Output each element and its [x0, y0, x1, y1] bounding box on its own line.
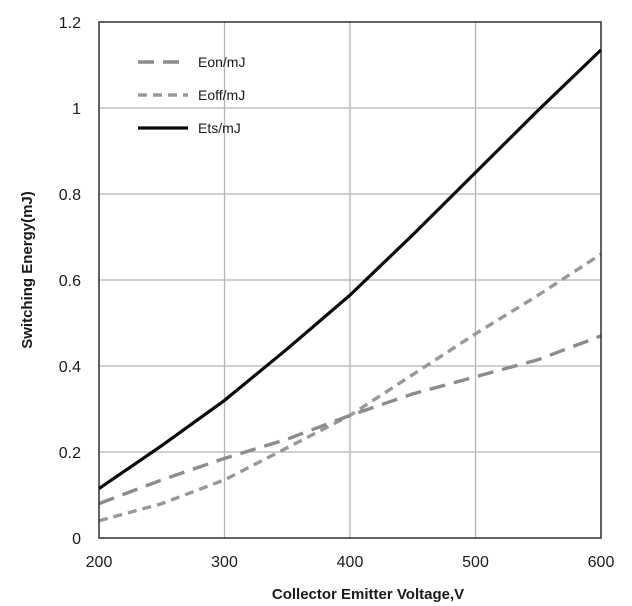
x-tick-label: 600	[588, 554, 615, 571]
y-tick-label: 0	[72, 531, 81, 548]
y-axis-ticks: 0 0.2 0.4 0.6 0.8 1 1.2	[59, 15, 81, 548]
x-tick-label: 200	[86, 554, 113, 571]
y-tick-label: 1.2	[59, 15, 81, 32]
y-axis-title: Switching Energy(mJ)	[19, 191, 36, 349]
x-axis-title: Collector Emitter Voltage,V	[272, 586, 464, 603]
x-tick-label: 400	[337, 554, 364, 571]
y-tick-label: 1	[72, 101, 81, 118]
series-line-eoff	[98, 252, 602, 523]
legend-label: Ets/mJ	[198, 120, 241, 136]
legend: Eon/mJ Eoff/mJ Ets/mJ	[138, 54, 245, 136]
legend-label: Eon/mJ	[198, 54, 245, 70]
legend-label: Eoff/mJ	[198, 87, 245, 103]
y-tick-label: 0.8	[59, 187, 81, 204]
y-tick-label: 0.2	[59, 445, 81, 462]
series-line-ets	[98, 48, 603, 490]
x-tick-label: 300	[211, 554, 238, 571]
grid	[98, 21, 602, 539]
x-axis-ticks: 200 300 400 500 600	[86, 554, 615, 571]
legend-item-eoff: Eoff/mJ	[138, 87, 245, 103]
y-tick-label: 0.6	[59, 273, 81, 290]
legend-item-eon: Eon/mJ	[138, 54, 245, 70]
series-lines	[98, 48, 603, 523]
series-line-eon	[98, 334, 602, 506]
y-tick-label: 0.4	[59, 359, 81, 376]
plot-area-frame	[98, 21, 602, 539]
x-tick-label: 500	[462, 554, 489, 571]
legend-item-ets: Ets/mJ	[138, 120, 241, 136]
